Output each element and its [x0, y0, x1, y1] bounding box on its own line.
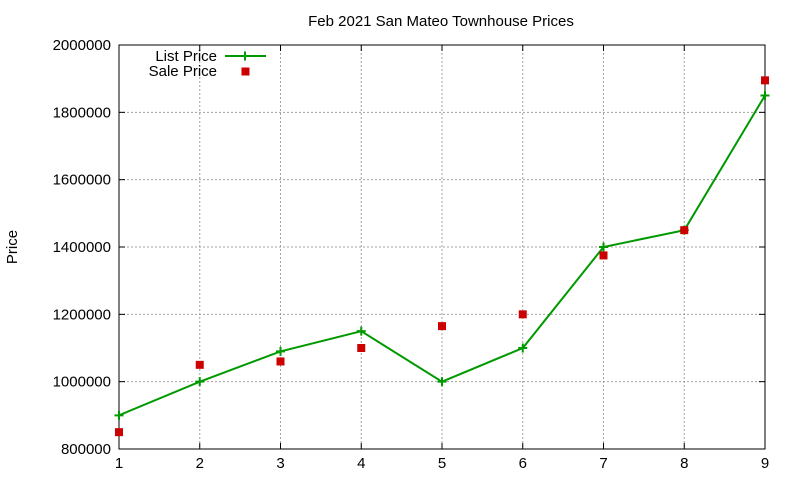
sale-price-point — [680, 226, 689, 235]
chart-title: Feb 2021 San Mateo Townhouse Prices — [308, 13, 574, 30]
list-price-point — [276, 346, 285, 356]
x-tick-label: 4 — [357, 455, 365, 472]
x-tick-label: 8 — [680, 455, 688, 472]
x-tick-label: 9 — [761, 455, 769, 472]
list-price-point — [760, 91, 770, 100]
series-layer — [114, 76, 770, 437]
legend-label-sale-price: Sale Price — [149, 63, 217, 80]
y-tick-label: 1000000 — [53, 374, 111, 391]
tick-layer: 800000 1000000 1200000 1400000 1600000 180000… — [53, 37, 770, 472]
x-tick-label: 6 — [519, 455, 527, 472]
y-tick-label: 1200000 — [53, 306, 111, 323]
list-price-point — [518, 343, 528, 353]
legend-marker-sale-price — [241, 67, 250, 76]
legend: List Price Sale Price — [149, 48, 266, 80]
x-tick-label: 3 — [276, 455, 284, 472]
sale-price-point — [599, 251, 608, 260]
sale-price-point — [357, 344, 366, 352]
list-price-point — [114, 410, 124, 420]
sale-price-point — [438, 322, 446, 331]
legend-marker-list-price — [240, 51, 250, 61]
sale-price-point — [195, 360, 204, 369]
y-tick-label: 800000 — [61, 441, 111, 458]
sale-price-point — [115, 428, 123, 437]
y-tick-label: 2000000 — [53, 37, 111, 54]
grid-layer — [119, 45, 765, 449]
list-price-point — [599, 242, 608, 252]
sale-price-point — [276, 357, 285, 366]
list-price-point — [195, 377, 205, 387]
list-price-point — [356, 326, 366, 336]
x-tick-label: 2 — [196, 455, 204, 472]
x-tick-label: 1 — [115, 455, 123, 472]
y-axis-title: Price — [4, 230, 21, 264]
sale-price-point — [518, 310, 527, 319]
y-tick-label: 1400000 — [53, 239, 111, 256]
y-tick-label: 1800000 — [53, 104, 111, 121]
list-price-line — [118, 94, 766, 417]
sale-price-point — [761, 76, 769, 85]
x-tick-label: 7 — [599, 455, 607, 472]
list-price-point — [437, 377, 447, 387]
legend-label-list-price: List Price — [155, 48, 217, 65]
x-tick-label: 5 — [438, 455, 446, 472]
y-tick-label: 1600000 — [53, 172, 111, 189]
